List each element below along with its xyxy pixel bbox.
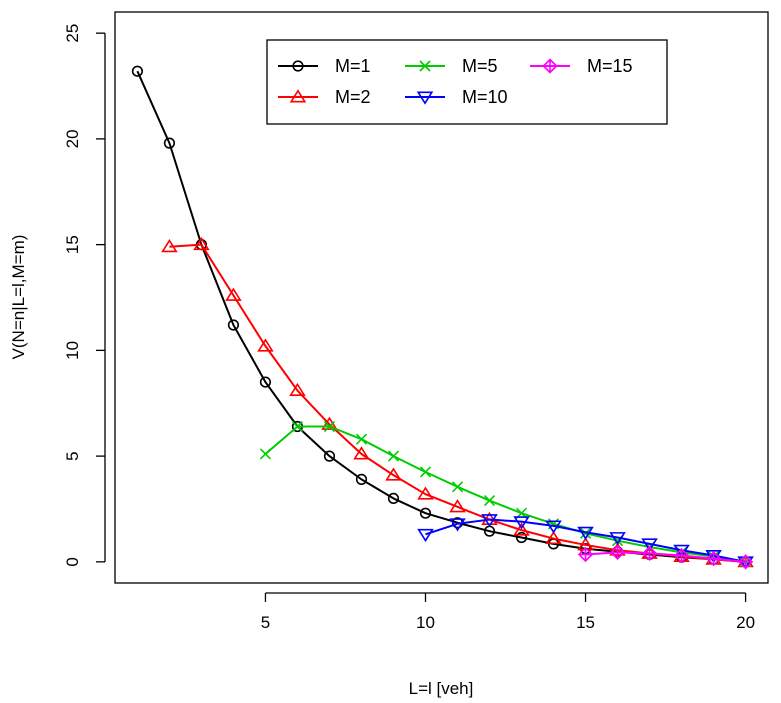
plot-frame <box>114 11 769 584</box>
x-tick-label: 15 <box>576 613 595 632</box>
data-point-m-2 <box>449 499 466 513</box>
x-tick-label: 5 <box>261 613 270 632</box>
data-point-m-10 <box>673 544 690 558</box>
data-point-m-1 <box>323 450 336 462</box>
data-point-m-1 <box>259 376 272 388</box>
x-axis: 5 10 15 20 <box>261 592 755 632</box>
data-point-m-2 <box>225 287 242 301</box>
legend-label-m-1: M=1 <box>335 56 371 76</box>
y-axis: 0 5 10 15 20 25 <box>63 24 106 567</box>
legend-entry-m-5: M=5 <box>405 56 498 76</box>
x-tick-label: 20 <box>736 613 755 632</box>
legend-entry-m-1: M=1 <box>278 56 371 76</box>
series-line-m-10 <box>425 518 746 563</box>
data-point-m-15 <box>609 544 626 560</box>
data-point-m-1 <box>515 531 528 544</box>
legend-entry-m-2: M=2 <box>278 87 371 107</box>
legend-label-m-5: M=5 <box>462 56 498 76</box>
y-tick-label: 10 <box>63 341 82 360</box>
data-point-m-2 <box>545 530 562 545</box>
data-point-m-5 <box>419 466 432 478</box>
series-layer <box>131 65 754 570</box>
data-point-m-5 <box>259 448 272 460</box>
data-point-m-1 <box>131 65 144 77</box>
data-point-m-10 <box>417 528 434 543</box>
data-point-m-10 <box>513 516 530 530</box>
y-tick-label: 5 <box>63 451 82 460</box>
legend-marker-m-10 <box>416 91 434 105</box>
data-point-m-2 <box>193 236 210 251</box>
legend-marker-m-1 <box>292 60 304 72</box>
legend-label-m-2: M=2 <box>335 87 371 107</box>
series-m-15 <box>577 544 754 570</box>
data-point-m-2 <box>513 522 530 536</box>
data-point-m-1 <box>419 507 432 519</box>
data-point-m-15 <box>673 547 690 564</box>
legend-label-m-10: M=10 <box>462 87 508 107</box>
data-point-m-2 <box>353 446 370 460</box>
data-point-m-15 <box>641 545 658 562</box>
data-point-m-2 <box>161 239 178 253</box>
legend: M=1 M=2 M=5 M=10 M=15 <box>266 39 668 125</box>
data-point-m-15 <box>705 551 722 567</box>
data-point-m-5 <box>323 420 336 433</box>
x-tick-label: 10 <box>416 613 435 632</box>
series-line-m-5 <box>264 425 746 563</box>
data-point-m-2 <box>417 486 434 500</box>
data-point-m-2 <box>289 382 306 397</box>
data-point-m-15 <box>577 546 594 563</box>
data-point-m-10 <box>545 520 562 534</box>
data-point-m-10 <box>481 514 498 528</box>
data-point-m-10 <box>609 532 626 546</box>
data-point-m-2 <box>257 338 274 352</box>
y-axis-label: V(N=n|L=l,M=m) <box>9 235 28 360</box>
legend-marker-m-5 <box>419 60 431 72</box>
data-point-m-1 <box>387 492 400 505</box>
y-tick-label: 15 <box>63 235 82 254</box>
data-point-m-5 <box>355 433 368 445</box>
data-point-m-10 <box>577 526 594 540</box>
series-m-10 <box>417 514 754 570</box>
legend-box <box>266 39 668 125</box>
legend-marker-m-15 <box>542 58 558 74</box>
y-tick-label: 20 <box>63 129 82 148</box>
data-point-m-5 <box>483 494 496 507</box>
data-point-m-10 <box>449 518 466 532</box>
legend-marker-m-2 <box>289 89 307 103</box>
data-point-m-15 <box>737 554 754 570</box>
y-tick-label: 0 <box>63 557 82 566</box>
legend-label-m-15: M=15 <box>587 56 633 76</box>
y-tick-label: 25 <box>63 24 82 43</box>
data-point-m-10 <box>641 538 658 552</box>
data-point-m-1 <box>163 137 176 149</box>
data-point-m-5 <box>387 450 400 462</box>
data-point-m-5 <box>579 527 592 539</box>
x-axis-label: L=l [veh] <box>409 679 474 698</box>
data-point-m-1 <box>227 319 240 331</box>
data-point-m-5 <box>291 420 304 433</box>
data-point-m-5 <box>451 481 464 493</box>
data-point-m-2 <box>385 467 402 481</box>
legend-entry-m-10: M=10 <box>405 87 508 107</box>
legend-entry-m-15: M=15 <box>530 56 633 76</box>
data-point-m-1 <box>355 473 368 485</box>
